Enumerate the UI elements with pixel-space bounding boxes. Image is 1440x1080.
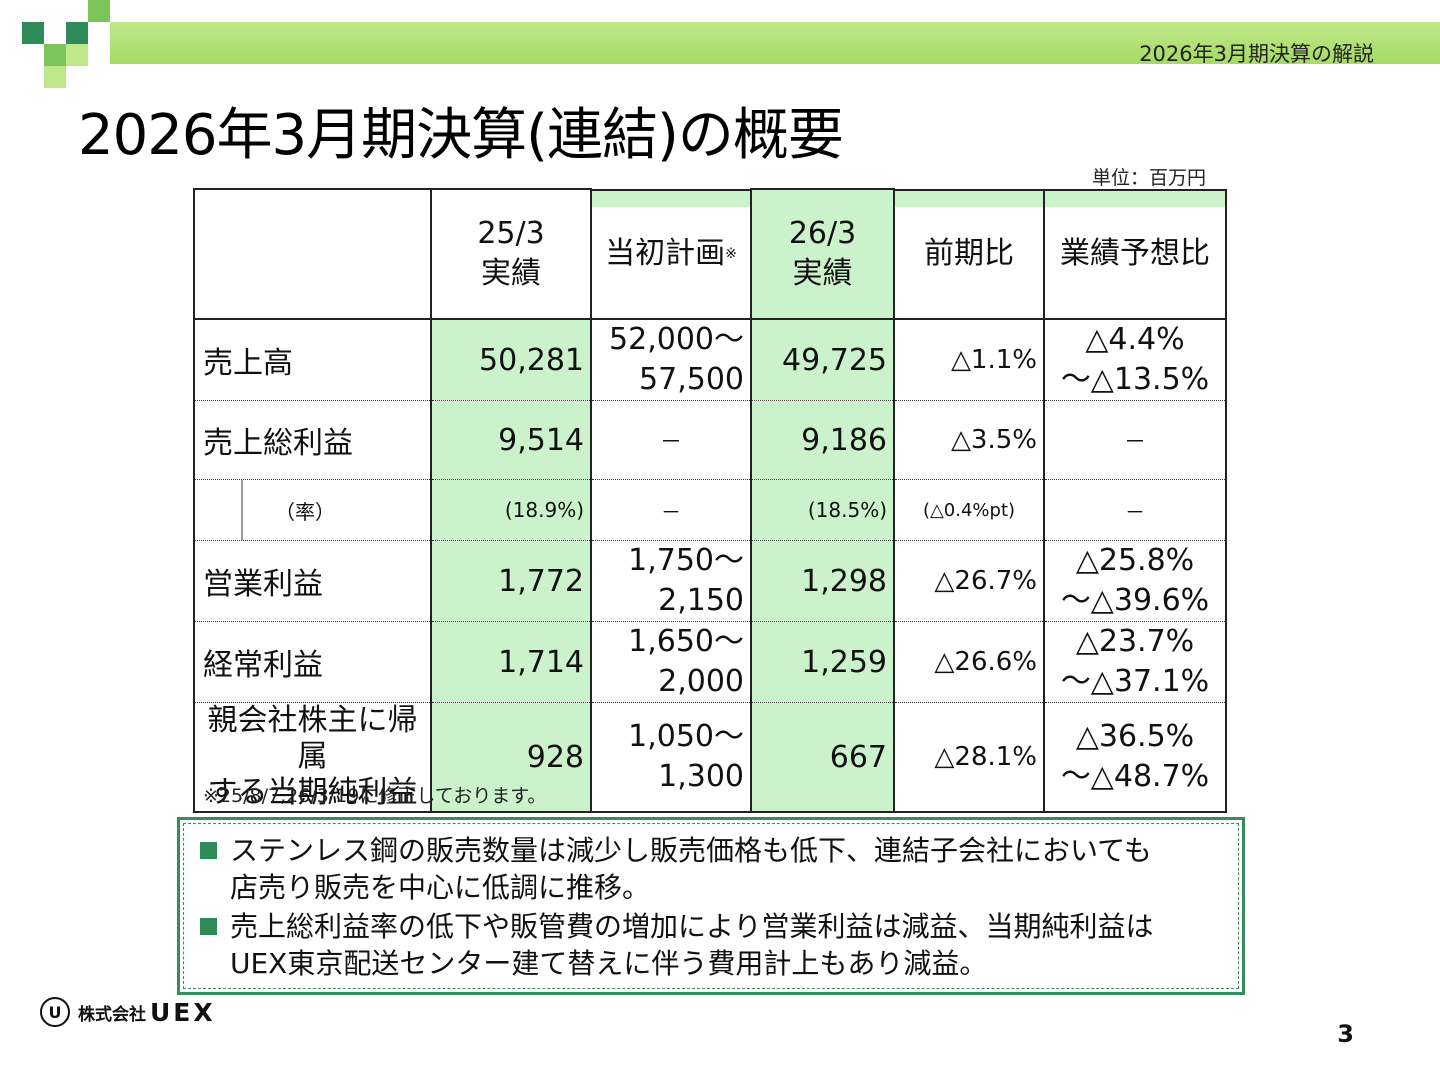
decor-square [44,66,66,88]
decor-square [22,22,44,44]
summary-bullet: ステンレス鋼の販売数量は減少し販売価格も低下、連結子会社においても 店売り販売を中… [200,832,1230,906]
table-row: 経常利益 1,714 1,650～ 2,000 1,259 △26.6% △23.… [193,621,1227,703]
prev-value: 1,772 [430,540,592,622]
prev-value: 9,514 [430,400,592,480]
prev-value: 928 [430,702,592,813]
footnote: ※25/8/7,26/3/19に修正しております。 [203,785,547,807]
decor-square [66,22,88,44]
bullet-square-icon [200,842,217,859]
curr-value: (18.5%) [750,479,895,541]
page-title: 2026年3月期決算(連結)の概要 [78,103,844,168]
header-yoy: 前期比 [893,189,1045,320]
page-number: 3 [1337,1020,1354,1048]
header-plan: 当初計画※ [590,189,752,320]
company-logo: U 株式会社 UEX [40,994,216,1030]
financial-table: 25/3 実績 当初計画※ 26/3 実績 前期比 業績予想比 売上高 50,281… [193,188,1227,813]
unit-label: 単位：百万円 [1092,167,1207,189]
decor-square [88,0,110,22]
header-empty-cell [193,188,432,320]
header-prev-actual: 25/3 実績 [430,188,592,320]
row-label: 営業利益 [193,540,432,622]
curr-value: 1,298 [750,540,895,622]
header-curr-actual: 26/3 実績 [750,188,895,320]
row-label: 売上総利益 [193,400,432,480]
summary-bullet: 売上総利益率の低下や販管費の増加により営業利益は減益、当期純利益は UEX東京配送… [200,908,1230,982]
row-label: （率） [275,500,335,524]
prev-value: 50,281 [430,319,592,401]
plan-value: 1,750～ 2,150 [590,540,752,622]
yoy-value: △26.6% [893,621,1045,703]
yoy-value: △1.1% [893,319,1045,401]
vs-forecast-value: △36.5% ～△48.7% [1043,702,1227,813]
plan-value: － [590,400,752,480]
curr-value: 9,186 [750,400,895,480]
vs-forecast-value: － [1043,479,1227,541]
breadcrumb: 2026年3月期決算の解説 [1139,42,1374,66]
yoy-value: △26.7% [893,540,1045,622]
yoy-value: (△0.4%pt) [893,479,1045,541]
table-row: 営業利益 1,772 1,750～ 2,150 1,298 △26.7% △25.… [193,540,1227,622]
header-vs-forecast: 業績予想比 [1043,189,1227,320]
summary-box: ステンレス鋼の販売数量は減少し販売価格も低下、連結子会社においても 店売り販売を中… [177,817,1245,995]
table-row: 親会社株主に帰属 する当期純利益 928 1,050～ 1,300 667 △28.… [193,702,1227,813]
header-band [110,22,1440,64]
table-row: （率） (18.9%) － (18.5%) (△0.4%pt) － [193,479,1227,541]
table-header-row: 25/3 実績 当初計画※ 26/3 実績 前期比 業績予想比 [193,188,1227,320]
plan-value: － [590,479,752,541]
prev-value: 1,714 [430,621,592,703]
vs-forecast-value: △23.7% ～△37.1% [1043,621,1227,703]
curr-value: 1,259 [750,621,895,703]
vs-forecast-value: △4.4% ～△13.5% [1043,319,1227,401]
plan-value: 1,650～ 2,000 [590,621,752,703]
curr-value: 667 [750,702,895,813]
table-row: 売上高 50,281 52,000～ 57,500 49,725 △1.1% △4… [193,319,1227,401]
vs-forecast-value: － [1043,400,1227,480]
yoy-value: △28.1% [893,702,1045,813]
company-name: UEX [150,997,216,1027]
row-label: 売上高 [193,319,432,401]
prev-value: (18.9%) [430,479,592,541]
decor-square [44,44,66,66]
company-prefix: 株式会社 [78,1004,146,1025]
indent-line [241,480,243,540]
row-label: 親会社株主に帰属 する当期純利益 [193,702,432,813]
yoy-value: △3.5% [893,400,1045,480]
row-label: 経常利益 [193,621,432,703]
bullet-square-icon [200,918,217,935]
rate-label-cell: （率） [193,479,432,541]
decor-square [66,44,88,66]
plan-value: 1,050～ 1,300 [590,702,752,813]
table-row: 売上総利益 9,514 － 9,186 △3.5% － [193,400,1227,480]
plan-value: 52,000～ 57,500 [590,319,752,401]
logo-mark-icon: U [40,997,70,1027]
curr-value: 49,725 [750,319,895,401]
vs-forecast-value: △25.8% ～△39.6% [1043,540,1227,622]
